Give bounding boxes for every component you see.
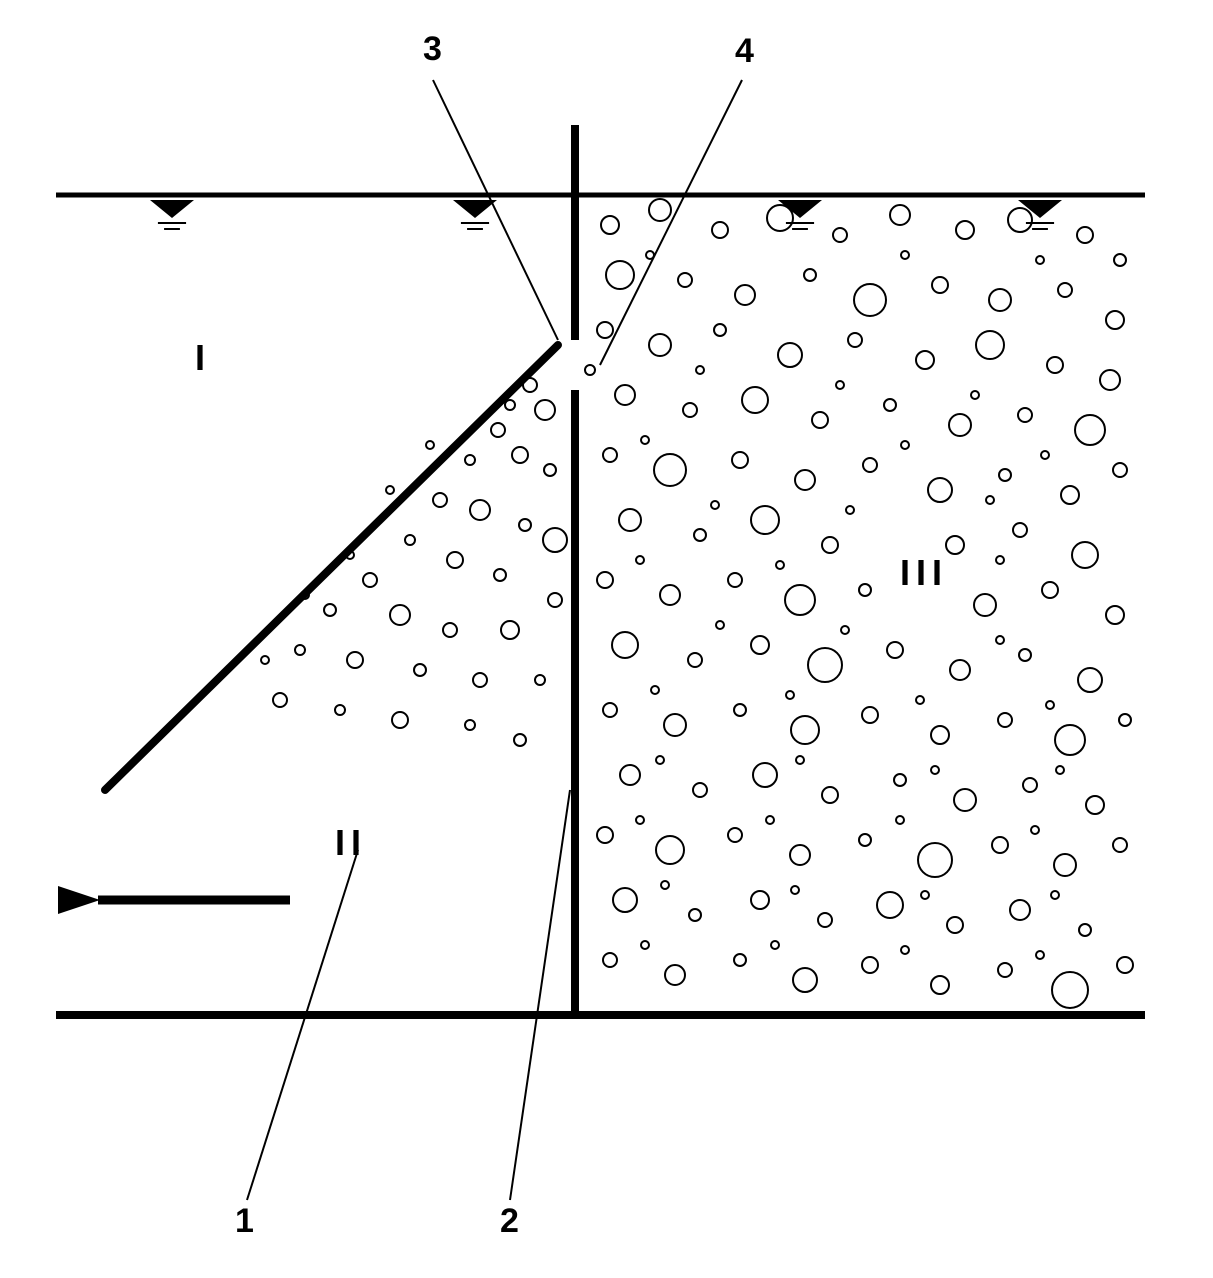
water-surface-marks: [150, 200, 1062, 229]
region-label-I: I: [195, 337, 211, 378]
region-label-III: III: [900, 552, 948, 593]
gap-indicator: [585, 365, 595, 375]
diagram-canvas: 3412IIIIII: [0, 0, 1213, 1278]
region-label-II: II: [335, 822, 367, 863]
bubbles-wedge: [261, 378, 567, 746]
callout-label-3: 3: [423, 30, 442, 68]
callout-label-2: 2: [500, 1202, 519, 1240]
callout-label-4: 4: [735, 32, 754, 70]
inclined-baffle: [105, 345, 558, 790]
leader-l2: [510, 790, 570, 1200]
callout-label-1: 1: [235, 1202, 254, 1240]
leader-l3: [433, 80, 558, 340]
bubbles-right: [597, 199, 1133, 1008]
